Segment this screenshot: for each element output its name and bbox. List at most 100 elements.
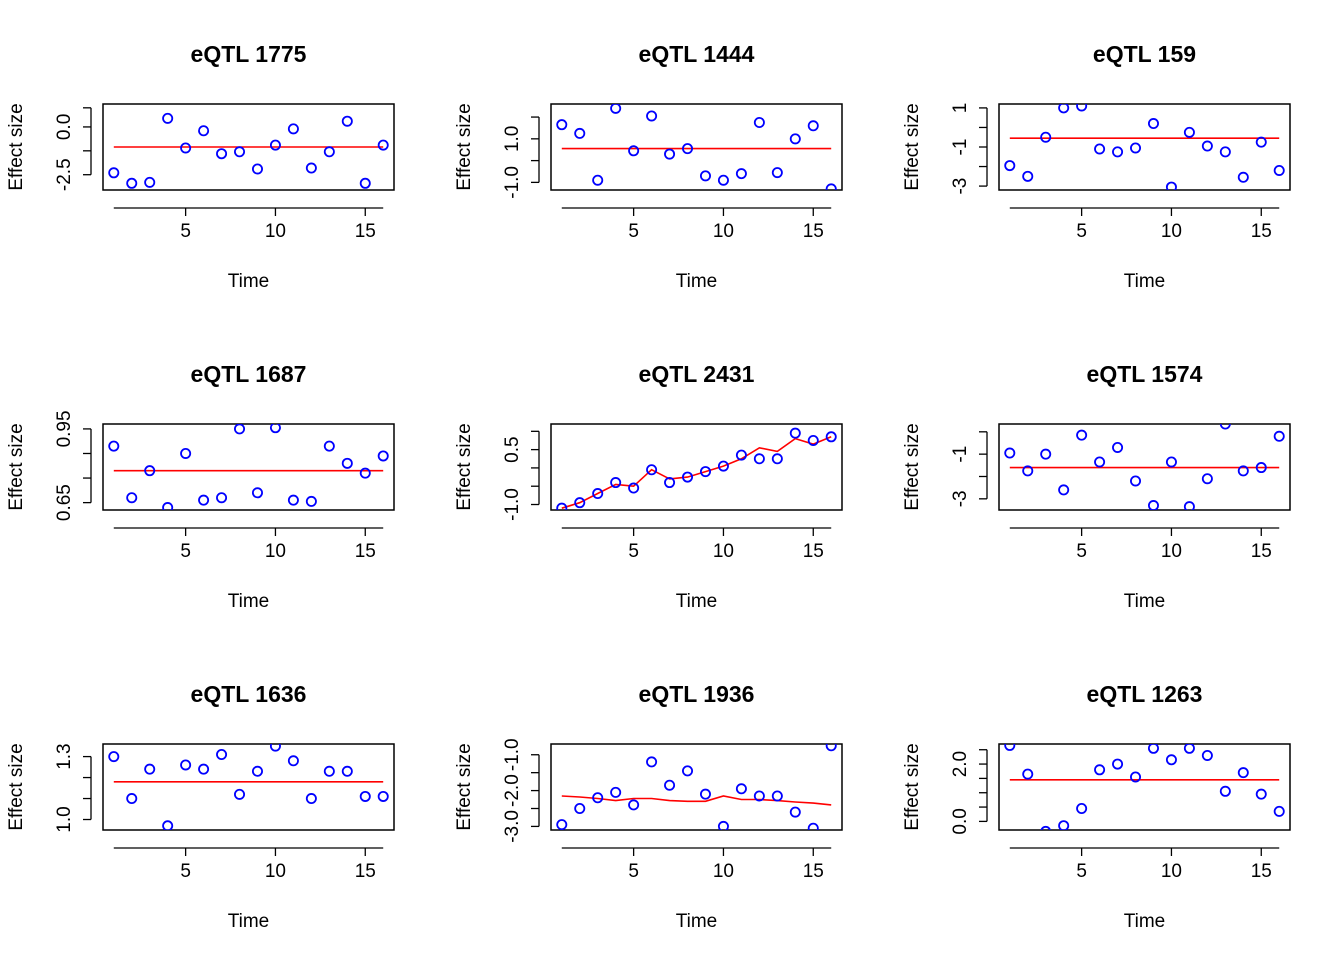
data-point (1183, 744, 1195, 754)
x-tick-label: 10 (265, 541, 286, 562)
data-point (1273, 805, 1285, 817)
data-point (574, 803, 586, 815)
plot-frame (998, 423, 1291, 511)
plot-area (556, 104, 837, 190)
y-tick-label: -2.0 (502, 774, 523, 807)
data-point (162, 820, 174, 830)
data-point (628, 145, 640, 157)
data-point (305, 793, 317, 805)
x-axis-label: Time (1124, 591, 1166, 612)
data-point (1255, 462, 1267, 474)
panel-6: eQTL 1574 5 10 15 Time -3 -1 Effect size (902, 361, 1291, 612)
data-point (1004, 160, 1016, 172)
x-tick-label: 15 (355, 541, 376, 562)
y-axis-label: Effect size (6, 103, 27, 190)
plot-area (1004, 744, 1285, 830)
x-tick-label: 5 (1076, 221, 1087, 242)
panel-7: eQTL 1636 5 10 15 Time 1.0 1.3 Effect size (6, 681, 395, 932)
data-point (180, 447, 192, 459)
data-point (180, 759, 192, 771)
data-point (789, 133, 801, 145)
panel-5: eQTL 2431 5 10 15 Time -1.0 0.5 Effect size (454, 361, 843, 612)
data-point (216, 148, 228, 160)
data-point (1022, 465, 1034, 477)
data-point (1237, 767, 1249, 779)
data-point (126, 492, 138, 504)
data-point (359, 790, 371, 802)
data-point (1237, 171, 1249, 183)
data-point (610, 104, 622, 114)
panel-title: eQTL 1687 (191, 361, 307, 387)
data-point (377, 790, 389, 802)
data-point (592, 792, 604, 804)
data-point (144, 465, 156, 477)
data-point (108, 751, 120, 763)
data-point (735, 168, 747, 180)
data-point (305, 162, 317, 174)
data-point (198, 494, 210, 506)
panel-8: eQTL 1936 5 10 15 Time -3.0 -2.0 -1.0 Effect siz… (454, 681, 843, 932)
data-point (198, 125, 210, 137)
data-point (628, 482, 640, 494)
x-tick-label: 5 (180, 861, 191, 882)
panel-title: eQTL 2431 (639, 361, 755, 387)
data-point (807, 822, 819, 830)
y-tick-label: -1 (950, 139, 971, 156)
data-point (556, 819, 568, 830)
data-point (323, 146, 335, 158)
plot-frame (998, 743, 1291, 831)
data-point (753, 453, 765, 465)
data-point (1147, 744, 1159, 754)
plot-area (556, 744, 837, 830)
plot-frame (550, 743, 843, 831)
data-point (1147, 500, 1159, 510)
x-tick-label: 5 (628, 541, 639, 562)
y-tick-label: 1.3 (54, 743, 75, 769)
y-tick-label: -1.0 (502, 166, 523, 199)
panel-4: eQTL 1687 5 10 15 Time 0.65 0.95 Effect size (6, 361, 395, 612)
data-point (1130, 475, 1142, 487)
data-point (1255, 136, 1267, 148)
data-point (735, 783, 747, 795)
x-axis-label: Time (228, 591, 270, 612)
y-tick-label: -3 (950, 490, 971, 507)
x-axis-label: Time (1124, 271, 1166, 292)
data-point (1112, 146, 1124, 158)
x-tick-label: 10 (713, 861, 734, 882)
data-point (323, 765, 335, 777)
data-point (287, 123, 299, 135)
data-point (1094, 143, 1106, 155)
data-point (251, 163, 263, 175)
y-tick-label: 1.0 (502, 126, 523, 152)
y-axis-label: Effect size (902, 423, 923, 510)
panel-title: eQTL 1444 (639, 41, 755, 67)
data-point (1219, 146, 1231, 158)
y-axis-label: Effect size (454, 423, 475, 510)
data-point (610, 786, 622, 798)
x-tick-label: 10 (1161, 861, 1182, 882)
data-point (180, 142, 192, 154)
data-point (1094, 764, 1106, 776)
data-point (1076, 104, 1088, 112)
data-point (1201, 140, 1213, 152)
data-point (377, 139, 389, 151)
data-point (807, 434, 819, 446)
data-point (753, 790, 765, 802)
y-tick-label: 0.65 (54, 484, 75, 521)
data-point (216, 748, 228, 760)
x-tick-label: 10 (1161, 541, 1182, 562)
data-point (717, 460, 729, 472)
data-point (287, 755, 299, 767)
x-tick-label: 10 (265, 221, 286, 242)
data-point (807, 120, 819, 132)
data-point (287, 494, 299, 506)
data-point (717, 820, 729, 830)
data-point (1183, 126, 1195, 138)
y-tick-label: -3 (950, 178, 971, 195)
plot-area (556, 427, 837, 510)
y-tick-label: -2.5 (54, 158, 75, 191)
data-point (1219, 785, 1231, 797)
x-axis-label: Time (228, 271, 270, 292)
data-point (269, 744, 281, 752)
